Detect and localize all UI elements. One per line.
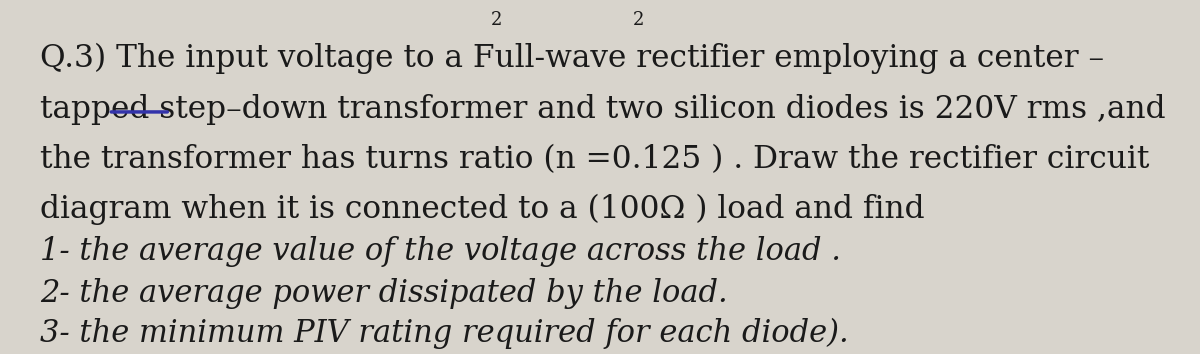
Text: 3- the minimum PIV rating required for each diode).: 3- the minimum PIV rating required for e… xyxy=(40,318,848,349)
Text: 1- the average value of the voltage across the load .: 1- the average value of the voltage acro… xyxy=(40,236,841,267)
Text: diagram when it is connected to a (100Ω ) load and find: diagram when it is connected to a (100Ω … xyxy=(40,194,924,225)
Text: 2: 2 xyxy=(491,11,503,29)
Text: 2- the average power dissipated by the load.: 2- the average power dissipated by the l… xyxy=(40,278,727,309)
Text: 2: 2 xyxy=(634,11,644,29)
Text: Q.3) The input voltage to a Full-wave rectifier employing a center –: Q.3) The input voltage to a Full-wave re… xyxy=(40,43,1104,74)
Text: the transformer has turns ratio (n =0.125 ) . Draw the rectifier circuit: the transformer has turns ratio (n =0.12… xyxy=(40,144,1150,175)
Text: tapped step–down transformer and two silicon diodes is 220V rms ,and: tapped step–down transformer and two sil… xyxy=(40,93,1165,125)
